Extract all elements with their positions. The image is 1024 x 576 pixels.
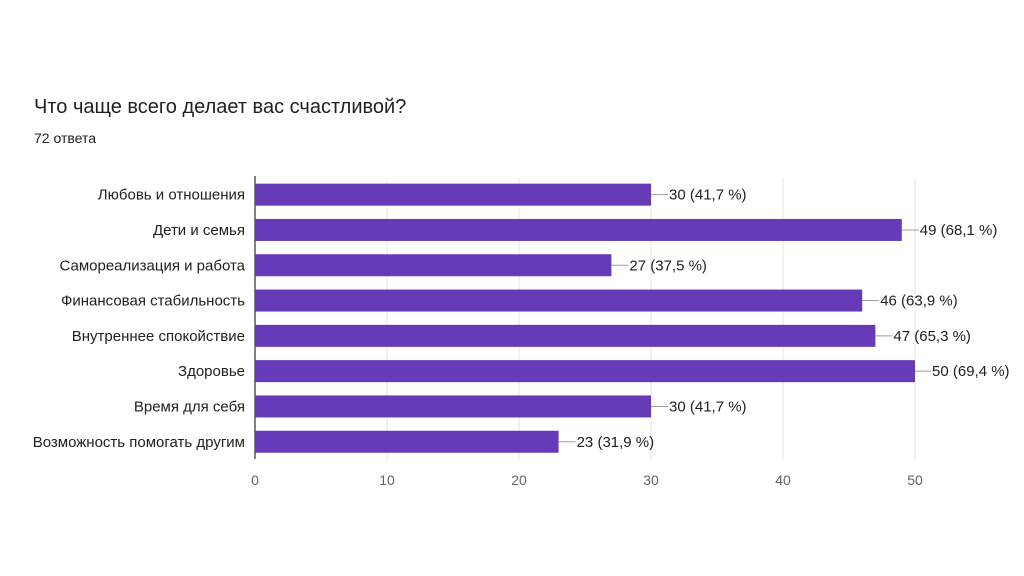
x-tick-label: 50	[907, 472, 923, 488]
category-label: Здоровье	[178, 363, 245, 380]
bar	[255, 430, 559, 453]
x-tick-label: 20	[511, 472, 527, 488]
data-label: 23 (31,9 %)	[577, 434, 655, 451]
x-tick-label: 0	[251, 472, 259, 488]
category-label: Время для себя	[134, 398, 245, 415]
category-label: Самореализация и работа	[59, 257, 245, 274]
data-label: 47 (65,3 %)	[893, 328, 971, 345]
category-label: Дети и семья	[153, 222, 245, 239]
bar	[255, 360, 915, 383]
x-tick-label: 10	[379, 472, 395, 488]
bar	[255, 218, 902, 241]
category-label: Внутреннее спокойствие	[72, 328, 245, 345]
bar	[255, 289, 863, 312]
x-tick-label: 30	[643, 472, 659, 488]
response-count: 72 ответа	[34, 130, 96, 146]
data-label: 46 (63,9 %)	[880, 293, 958, 310]
data-label: 49 (68,1 %)	[920, 222, 998, 239]
question-title: Что чаще всего делает вас счастливой?	[34, 96, 407, 118]
category-label: Любовь и отношения	[98, 187, 245, 204]
bar	[255, 183, 651, 206]
bar	[255, 395, 651, 418]
bar	[255, 324, 876, 347]
data-label: 50 (69,4 %)	[932, 363, 1010, 380]
data-label: 30 (41,7 %)	[669, 187, 747, 204]
x-tick-label: 40	[775, 472, 791, 488]
data-label: 27 (37,5 %)	[629, 257, 707, 274]
data-label: 30 (41,7 %)	[669, 398, 747, 415]
category-label: Финансовая стабильность	[61, 293, 245, 310]
category-label: Возможность помогать другим	[33, 434, 245, 451]
bar	[255, 254, 612, 277]
